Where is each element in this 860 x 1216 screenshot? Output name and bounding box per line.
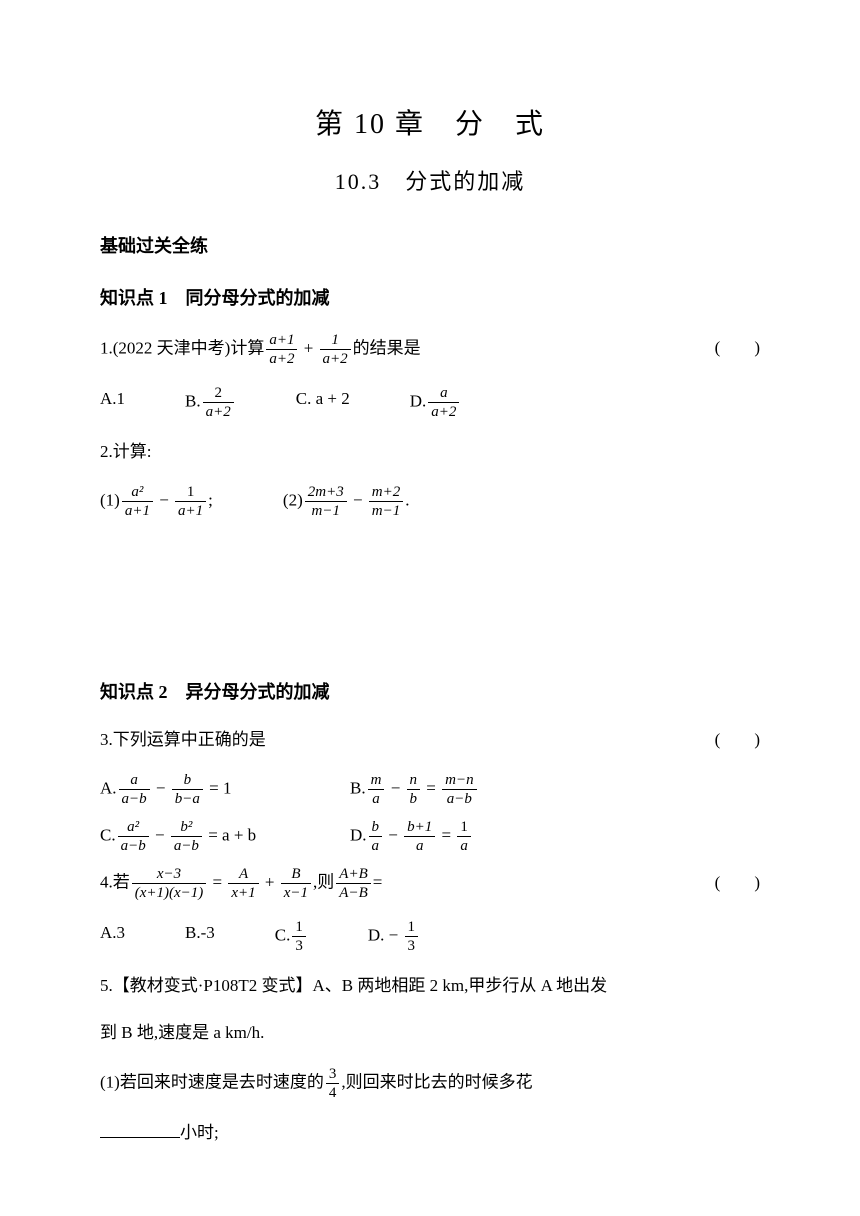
- q3-optD: D.ba − b+1a = 1a: [350, 818, 473, 855]
- q1-optB: B.2a+2: [185, 384, 236, 421]
- q4-paren: ( ): [715, 868, 760, 899]
- q4-optD: D. − 13: [368, 918, 420, 955]
- knowledge-point-1: 知识点 1 同分母分式的加减: [100, 282, 760, 314]
- question-4: 4.若x−3(x+1)(x−1) = Ax+1 + Bx−1,则A+BA−B= …: [100, 865, 760, 902]
- section-heading: 基础过关全练: [100, 230, 760, 262]
- q4-optC: C.13: [275, 918, 308, 955]
- q2-sub2: (2)2m+3m−1 − m+2m−1.: [283, 483, 410, 520]
- chapter-title: 第 10 章 分 式: [100, 100, 760, 150]
- q3-stem: 3.下列运算中正确的是: [100, 725, 266, 756]
- q1-optD: D.aa+2: [410, 384, 462, 421]
- q4-options: A.3 B.-3 C.13 D. − 13: [100, 918, 760, 955]
- question-2-stem: 2.计算:: [100, 437, 760, 468]
- question-2-subs: (1)a²a+1 − 1a+1; (2)2m+3m−1 − m+2m−1.: [100, 483, 760, 520]
- knowledge-point-2: 知识点 2 异分母分式的加减: [100, 676, 760, 708]
- q1-suffix: 的结果是: [353, 338, 421, 357]
- question-5-line2: 到 B 地,速度是 a km/h.: [100, 1018, 760, 1049]
- q1-optC: C. a + 2: [296, 384, 350, 421]
- section-title: 10.3 分式的加减: [100, 162, 760, 202]
- q1-optA: A.1: [100, 384, 125, 421]
- q2-sub1: (1)a²a+1 − 1a+1;: [100, 483, 213, 520]
- q4-optA: A.3: [100, 918, 125, 955]
- q3-row1: A.aa−b − bb−a = 1 B.ma − nb = m−na−b: [100, 771, 760, 808]
- q4-optB: B.-3: [185, 918, 215, 955]
- fill-blank: [100, 1137, 180, 1138]
- q3-row2: C.a²a−b − b²a−b = a + b D.ba − b+1a = 1a: [100, 818, 760, 855]
- q1-options: A.1 B.2a+2 C. a + 2 D.aa+2: [100, 384, 760, 421]
- question-1: 1.(2022 天津中考)计算a+1a+2 + 1a+2的结果是 ( ): [100, 331, 760, 368]
- q3-optB: B.ma − nb = m−na−b: [350, 771, 479, 808]
- q3-optC: C.a²a−b − b²a−b = a + b: [100, 818, 350, 855]
- spacer: [100, 536, 760, 676]
- q3-optA: A.aa−b − bb−a = 1: [100, 771, 350, 808]
- question-3: 3.下列运算中正确的是 ( ): [100, 725, 760, 756]
- question-5-sub1: (1)若回来时速度是去时速度的34,则回来时比去的时候多花: [100, 1065, 760, 1102]
- q3-paren: ( ): [715, 725, 760, 756]
- q1-prefix: 1.(2022 天津中考)计算: [100, 338, 264, 357]
- q1-paren: ( ): [715, 333, 760, 364]
- question-5-blank: 小时;: [100, 1118, 760, 1149]
- question-5-line1: 5.【教材变式·P108T2 变式】A、B 两地相距 2 km,甲步行从 A 地…: [100, 971, 760, 1002]
